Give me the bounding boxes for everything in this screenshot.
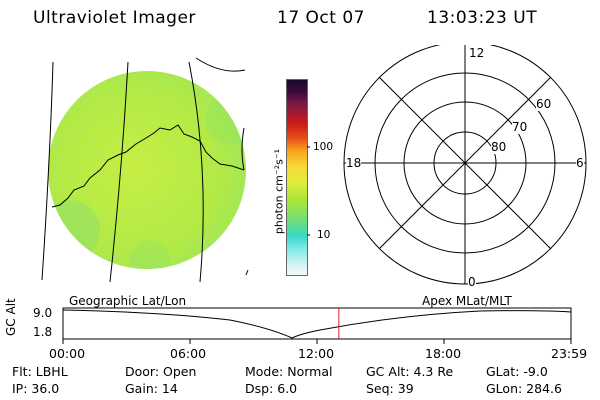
timeline-right-caption: Apex MLat/MLT — [422, 294, 512, 308]
instrument-title: Ultraviolet Imager — [33, 8, 196, 28]
mlt-label-0: 0 — [468, 275, 476, 289]
timeline-ytick-low: 1.8 — [33, 325, 53, 339]
altitude-curve — [62, 309, 572, 339]
terminator-line — [51, 124, 245, 208]
time-label: 13:03:23 UT — [427, 8, 538, 28]
lat-label-70: 70 — [512, 120, 528, 134]
mode-readout: Mode: Normal — [245, 364, 333, 379]
time-tick-0000: 00:00 — [49, 346, 86, 361]
glat-readout: GLat: -9.0 — [486, 364, 548, 379]
polar-diagonal-2 — [378, 76, 552, 250]
glon-readout: GLon: 284.6 — [486, 381, 562, 396]
mlt-label-12: 12 — [469, 46, 485, 60]
dsp-readout: Dsp: 6.0 — [245, 381, 298, 396]
polar-mlt-plot — [343, 45, 587, 285]
time-tick-1200: 12:00 — [298, 346, 335, 361]
filter-readout: Flt: LBHL — [12, 364, 68, 379]
colorbar-tick-10: 10 — [317, 229, 331, 241]
door-readout: Door: Open — [125, 364, 197, 379]
date-label: 17 Oct 07 — [277, 8, 365, 28]
mlt-label-6: 6 — [576, 156, 584, 170]
lat-label-80: 80 — [491, 140, 507, 154]
seq-readout: Seq: 39 — [366, 381, 414, 396]
lat-label-60: 60 — [536, 97, 552, 111]
color-scale-axis — [307, 146, 310, 236]
gc-alt-readout: GC Alt: 4.3 Re — [366, 364, 454, 379]
timeline-ytick-high: 9.0 — [33, 306, 53, 320]
time-tick-2359: 23:59 — [551, 346, 588, 361]
color-scale-bar — [286, 79, 308, 276]
time-tick-1800: 18:00 — [425, 346, 462, 361]
timeline-left-caption: Geographic Lat/Lon — [69, 294, 187, 308]
ip-readout: IP: 36.0 — [12, 381, 60, 396]
colorbar-tick-100: 100 — [313, 141, 334, 153]
mlt-label-18: 18 — [346, 156, 362, 170]
geographic-grid — [41, 57, 249, 283]
earth-disk — [48, 71, 246, 269]
gain-readout: Gain: 14 — [125, 381, 178, 396]
time-tick-0600: 06:00 — [170, 346, 207, 361]
